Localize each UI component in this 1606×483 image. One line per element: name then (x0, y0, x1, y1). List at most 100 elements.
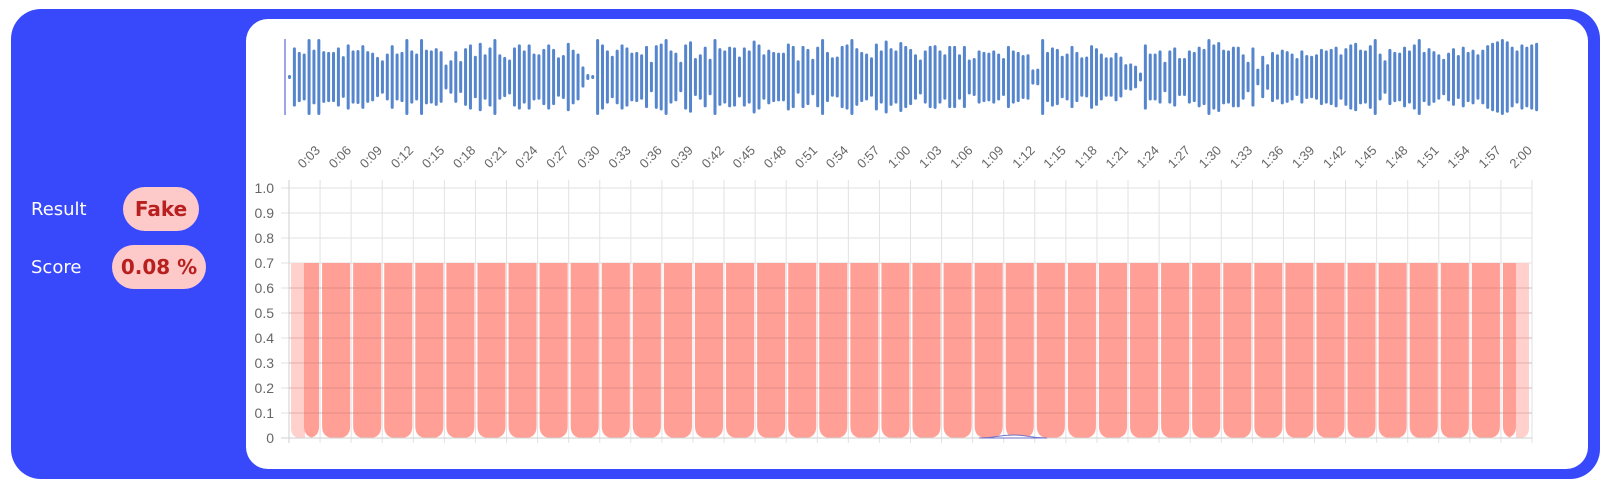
waveform-bar (1456, 54, 1460, 100)
waveform-bar (1182, 58, 1186, 96)
waveform-bar (972, 58, 976, 96)
score-bar (1316, 263, 1345, 438)
time-axis-labels: 0:03 0:06 0:09 0:12 0:15 0:18 0:21 0:24 0:27 0:30… (295, 143, 1535, 172)
waveform-bar (385, 53, 389, 101)
x-tick-label: 0:27 (543, 143, 572, 172)
waveform-bar (1006, 45, 1010, 109)
waveform-bar (1011, 50, 1015, 104)
waveform-bar (1373, 39, 1377, 115)
waveform-bar (1212, 44, 1216, 110)
waveform-bar (1481, 49, 1485, 105)
waveform-bar (376, 56, 380, 98)
waveform-bar (1378, 53, 1382, 101)
waveform-bar (1075, 51, 1079, 103)
waveform-bar (552, 48, 556, 106)
waveform-bar (571, 49, 575, 105)
waveform-bar (610, 55, 614, 99)
x-tick-label: 2:00 (1506, 143, 1535, 172)
waveform-bar (874, 43, 878, 111)
score-badge: 0.08 % (112, 245, 206, 289)
waveform-bar (1300, 50, 1304, 104)
waveform-bar (297, 51, 301, 103)
score-bar (1067, 263, 1096, 438)
waveform-bar (1515, 50, 1519, 104)
waveform-bar (791, 45, 795, 109)
score-bar (384, 263, 413, 438)
waveform-bar (992, 50, 996, 104)
score-bar (974, 263, 1003, 438)
waveform-bar (1099, 53, 1103, 101)
waveform-bar (473, 55, 477, 99)
waveform-bar (1109, 57, 1113, 97)
waveform-bar (1334, 46, 1338, 108)
x-tick-label: 1:27 (1165, 143, 1194, 172)
waveform-bar (532, 53, 536, 101)
waveform-bar (889, 48, 893, 106)
waveform-bar (987, 52, 991, 102)
waveform-bar (811, 58, 815, 96)
waveform-bar (1398, 52, 1402, 102)
waveform-bar (635, 51, 639, 103)
waveform-bar (1129, 63, 1133, 91)
waveform-bar (380, 60, 384, 94)
waveform-bar (1187, 50, 1191, 104)
waveform-bar (1207, 39, 1211, 115)
waveform-bar (1046, 51, 1050, 103)
waveform-bar (1285, 51, 1289, 103)
waveform-bar (669, 50, 673, 104)
waveform-bar (468, 44, 472, 110)
y-tick-label: 0.5 (255, 305, 275, 321)
waveform-bar (1290, 53, 1294, 101)
waveform-bar (581, 66, 585, 88)
waveform-bar (302, 53, 306, 101)
waveform-bar (1271, 51, 1275, 103)
score-bar (663, 263, 692, 438)
x-tick-label: 0:03 (295, 143, 324, 172)
waveform-bar (879, 50, 883, 104)
x-tick-label: 1:03 (916, 143, 945, 172)
waveform-bar (1305, 54, 1309, 100)
score-bar (1005, 263, 1034, 438)
waveform-bar (816, 46, 820, 108)
waveform-bar (1275, 54, 1279, 100)
waveform-bar (1530, 44, 1534, 110)
waveform-bar (718, 48, 722, 106)
waveform-bar (703, 46, 707, 108)
x-tick-label: 0:18 (450, 143, 479, 172)
waveform-bar (1261, 55, 1265, 99)
waveform-bar (459, 61, 463, 93)
waveform-bar (464, 48, 468, 106)
waveform-bar (674, 52, 678, 102)
waveform-bar (1525, 46, 1529, 108)
waveform-bar (1510, 46, 1514, 108)
waveform-bar (556, 57, 560, 97)
waveform-bar (689, 41, 693, 113)
waveform[interactable] (284, 39, 1539, 115)
waveform-bar (1447, 52, 1451, 102)
waveform-bar (1158, 50, 1162, 104)
x-tick-label: 1:12 (1009, 143, 1038, 172)
waveform-bar (869, 57, 873, 97)
waveform-bar (1192, 51, 1196, 103)
score-bar (1378, 263, 1407, 438)
score-bar (819, 263, 848, 438)
waveform-bar (410, 50, 414, 104)
score-bar (850, 263, 879, 438)
waveform-bar (1266, 64, 1270, 90)
waveform-bar (938, 50, 942, 104)
waveform-bar (1520, 44, 1524, 110)
waveform-bar (1407, 50, 1411, 104)
waveform-bar (1173, 47, 1177, 107)
waveform-bar (884, 40, 888, 114)
waveform-bar (781, 52, 785, 102)
x-tick-label: 0:06 (326, 143, 355, 172)
y-tick-label: 0.6 (255, 280, 275, 296)
waveform-bar (630, 52, 634, 102)
waveform-bar (341, 56, 345, 98)
waveform-bar (1002, 58, 1006, 96)
waveform-bar (659, 43, 663, 111)
waveform-bar (1016, 51, 1020, 103)
waveform-bar (698, 54, 702, 100)
waveform-bar (1163, 61, 1167, 93)
waveform-bar (1065, 53, 1069, 101)
